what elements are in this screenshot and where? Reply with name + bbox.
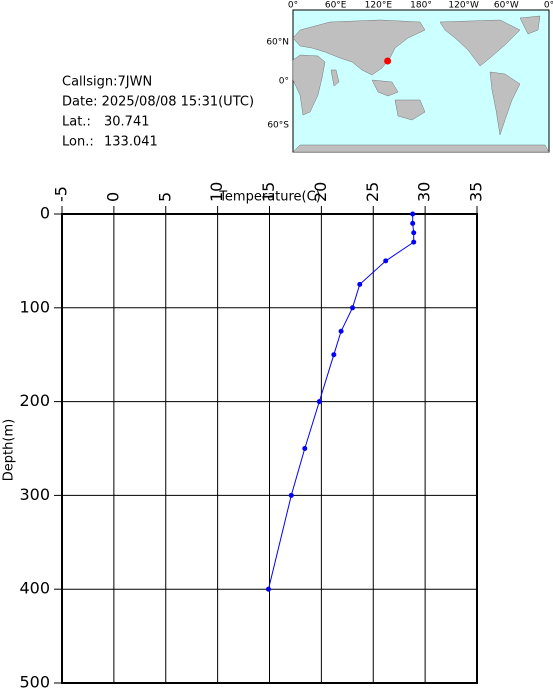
plot-frame — [61, 213, 478, 684]
y-tick-label: 500 — [19, 673, 50, 690]
x-tick-label: 20 — [311, 182, 330, 202]
data-point — [331, 352, 337, 358]
map-lon-label: 0° — [288, 1, 298, 11]
x-tick-label: 5 — [155, 192, 174, 202]
map-lon-label: 0° — [544, 1, 553, 11]
map-lon-label: 60°W — [494, 1, 519, 11]
data-point — [338, 328, 344, 334]
map-lon-label: 120°W — [448, 1, 479, 11]
data-point — [383, 258, 389, 264]
x-tick-label: 0 — [103, 192, 122, 202]
y-tick-label: 400 — [19, 579, 50, 598]
map-lon-label: 60°E — [325, 1, 347, 11]
info-box: Callsign:7JWN Date: 2025/08/08 15:31(UTC… — [62, 75, 254, 150]
x-tick-label: 10 — [207, 182, 226, 202]
y-tick-label: 200 — [19, 391, 50, 410]
callsign: Callsign:7JWN — [62, 75, 152, 90]
date: Date: 2025/08/08 15:31(UTC) — [62, 95, 254, 110]
map — [292, 9, 550, 153]
data-point — [411, 230, 417, 236]
data-point — [302, 446, 308, 451]
map-lat-label: 60°S — [267, 121, 289, 131]
data-point — [288, 492, 294, 498]
data-point — [265, 586, 271, 592]
y-tick-label: 300 — [19, 485, 50, 504]
data-point — [410, 220, 416, 226]
y-axis-label: Depth(m) — [2, 419, 17, 481]
y-tick-label: 100 — [19, 297, 50, 316]
lon-value: 133.041 — [104, 135, 158, 150]
station-marker — [384, 57, 392, 65]
map-lat-label: 60°N — [266, 38, 289, 48]
lat-value: 30.741 — [104, 115, 150, 130]
x-tick-label: 30 — [415, 182, 434, 202]
data-point — [357, 281, 363, 287]
x-tick-label: 15 — [259, 182, 278, 202]
lat-label: Lat.: — [62, 115, 91, 130]
x-tick-label: 25 — [363, 182, 382, 202]
x-tick-label: -5 — [52, 186, 71, 202]
map-lat-label: 0° — [279, 77, 289, 87]
lon-label: Lon.: — [62, 135, 94, 150]
map-lon-label: 180° — [410, 1, 432, 11]
data-point — [411, 239, 417, 245]
y-tick-label: 0 — [40, 204, 50, 223]
data-point — [410, 211, 416, 217]
map-land — [292, 15, 550, 153]
map-lon-label: 120°E — [365, 1, 393, 11]
data-point — [316, 399, 322, 405]
data-point — [350, 305, 355, 311]
x-axis-label: Temperature(C) — [218, 190, 321, 205]
x-tick-label: 35 — [467, 182, 486, 202]
